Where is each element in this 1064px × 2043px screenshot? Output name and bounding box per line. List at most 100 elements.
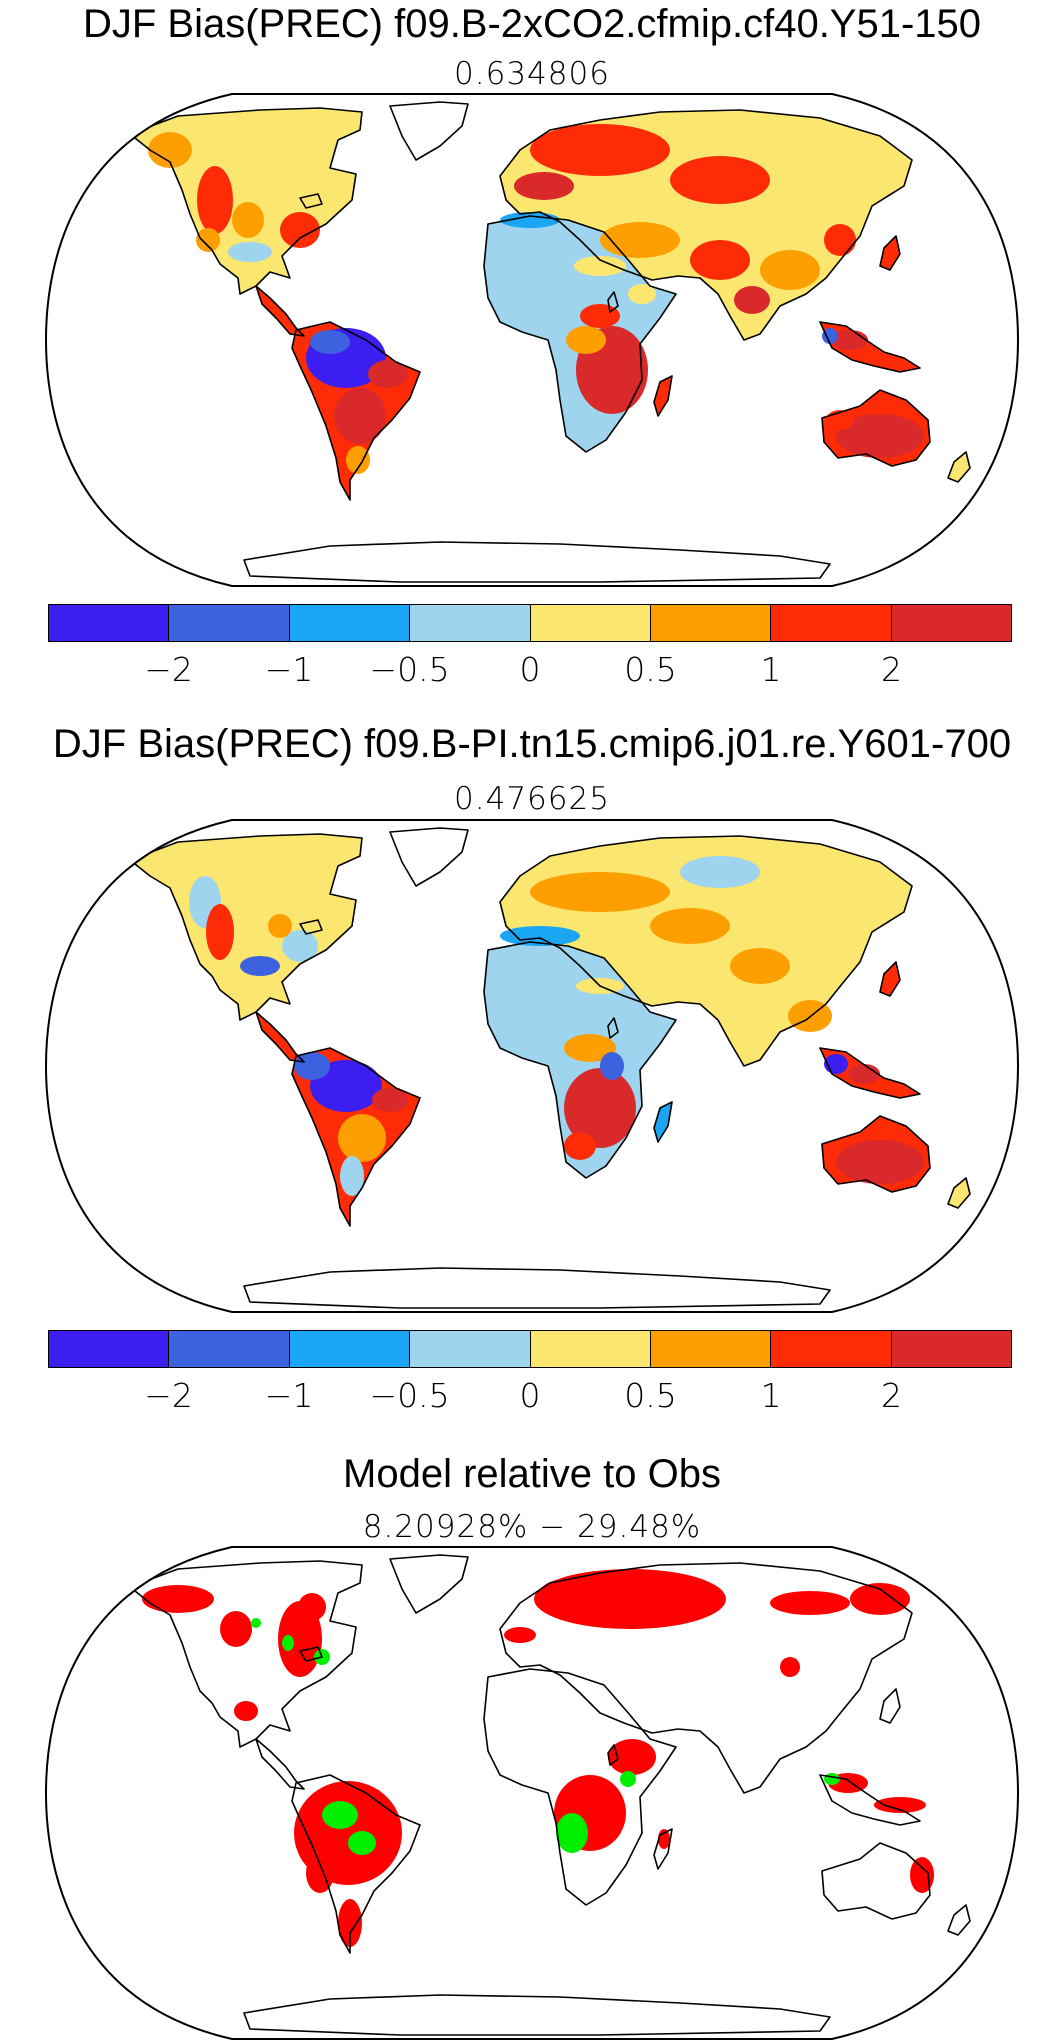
- coastlines: [129, 1554, 971, 2036]
- colorbar-swatch: [530, 1331, 651, 1367]
- bias-patch: [600, 222, 680, 258]
- bias-patch: [348, 1831, 376, 1855]
- bias-patch: [658, 1829, 670, 1849]
- bias-patch: [910, 1857, 934, 1893]
- antarctica-coastline: [243, 1994, 831, 2036]
- colorbar-swatch: [771, 605, 892, 641]
- colorbar-tick-label: 2: [881, 1376, 902, 1415]
- greenland-coastline: [389, 101, 469, 161]
- north-america-coastline: [129, 1560, 363, 1748]
- bias-patch: [282, 930, 318, 962]
- colorbar-tick-label: 0.5: [624, 1376, 677, 1415]
- colorbar-swatch: [530, 605, 651, 641]
- bias-patch: [294, 1052, 330, 1080]
- bias-patch: [608, 1739, 656, 1775]
- panel1-global-mean: 0.634806: [454, 56, 610, 92]
- bias-patch: [772, 128, 852, 164]
- bias-patch: [770, 1591, 850, 1615]
- bias-patch: [251, 1618, 261, 1628]
- bias-patch: [680, 856, 760, 888]
- antarctica-coastline: [243, 1267, 831, 1309]
- madagascar-coastline: [653, 1101, 673, 1143]
- bias-patch: [298, 1593, 326, 1621]
- bias-field: [189, 856, 924, 1196]
- colorbar-swatch: [891, 605, 1011, 641]
- lake-victoria: [607, 1744, 619, 1766]
- bias-patch: [760, 250, 820, 290]
- south-america-coastline: [291, 321, 421, 501]
- bias-patch: [310, 330, 350, 354]
- colorbar-swatch: [49, 605, 170, 641]
- bias-patch: [196, 228, 220, 252]
- bias-patch: [690, 240, 750, 280]
- new-zealand-fill: [948, 1178, 970, 1208]
- japan-coastline: [879, 961, 901, 997]
- panel1-colorbar: [48, 604, 1012, 642]
- new-zealand-fill: [948, 452, 970, 482]
- new-zealand-coastline: [947, 1904, 971, 1936]
- maritime-se-asia-coastline: [819, 321, 921, 373]
- map-border: [44, 93, 1020, 587]
- bias-patch: [220, 1611, 252, 1647]
- bias-patch: [564, 1132, 596, 1160]
- greenland-coastline: [389, 1554, 469, 1614]
- bias-patch: [234, 1701, 258, 1721]
- bias-patch: [556, 1813, 588, 1853]
- coastlines: [129, 827, 971, 1309]
- bias-patch: [340, 1156, 364, 1196]
- bias-patch: [306, 1853, 334, 1893]
- panel1-map: [44, 93, 1020, 587]
- bias-patch: [282, 1635, 294, 1651]
- bias-patch: [650, 908, 730, 944]
- panel2-global-mean: 0.476625: [454, 781, 610, 817]
- colorbar-tick-label: −1: [264, 1376, 314, 1415]
- panel3-map: [44, 1546, 1020, 2040]
- bias-patch: [850, 1583, 910, 1615]
- africa-coastline: [483, 215, 677, 453]
- bias-patch: [824, 1773, 840, 1785]
- bias-patch: [322, 1801, 358, 1829]
- greenland-coastline: [389, 827, 469, 887]
- madagascar-coastline: [653, 375, 673, 417]
- bias-patch: [206, 904, 234, 960]
- bias-patch: [500, 926, 580, 946]
- bias-patch: [822, 328, 838, 344]
- bias-patch: [504, 1627, 536, 1643]
- bias-patch: [240, 956, 280, 976]
- panel2-colorbar-labels: −2 −1 −0.5 0 0.5 1 2: [48, 1376, 1012, 1416]
- panel3-title: Model relative to Obs: [343, 1452, 721, 1496]
- bias-patch: [268, 914, 292, 938]
- great-lakes: [299, 919, 323, 935]
- colorbar-swatch: [169, 605, 290, 641]
- maritime-se-asia-coastline: [819, 1774, 921, 1826]
- great-lakes: [299, 193, 323, 209]
- lake-victoria: [607, 1017, 619, 1039]
- bias-patch: [628, 284, 656, 304]
- bias-patch: [780, 1657, 800, 1677]
- panel1-colorbar-labels: −2 −1 −0.5 0 0.5 1 2: [48, 650, 1012, 690]
- panel3-percent-range: 8.20928% − 29.48%: [362, 1509, 702, 1545]
- bias-patch: [836, 1140, 924, 1184]
- africa-coastline: [483, 941, 677, 1179]
- japan-coastline: [879, 235, 901, 271]
- bias-patch: [148, 132, 192, 168]
- coastlines: [129, 101, 971, 583]
- great-lakes: [299, 1646, 323, 1662]
- bias-patch: [346, 446, 370, 474]
- bias-patch: [564, 1068, 636, 1148]
- colorbar-tick-label: 1: [760, 1376, 782, 1415]
- bias-patch: [874, 1797, 926, 1813]
- new-zealand-coastline: [947, 451, 971, 483]
- africa-coastline: [483, 1668, 677, 1906]
- bias-patch: [516, 236, 596, 264]
- colorbar-swatch: [289, 1331, 411, 1367]
- bias-patch: [566, 326, 606, 354]
- bias-patch: [574, 256, 626, 276]
- colorbar-tick-label: −0.5: [369, 1376, 450, 1415]
- madagascar-fill: [654, 1102, 672, 1142]
- bias-patch: [620, 1771, 636, 1787]
- colorbar-swatch: [650, 605, 772, 641]
- colorbar-swatch: [891, 1331, 1011, 1367]
- south-america-coastline: [291, 1047, 421, 1227]
- colorbar-tick-label: −0.5: [369, 650, 450, 689]
